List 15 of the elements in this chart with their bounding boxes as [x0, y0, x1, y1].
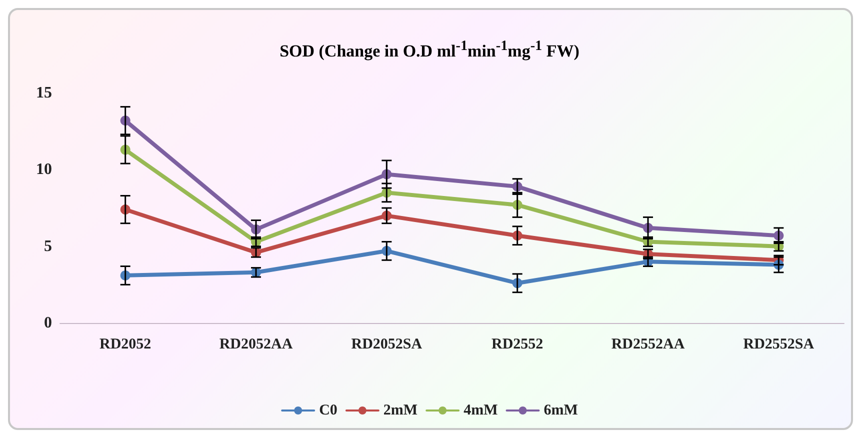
x-tick-label: RD2052: [99, 336, 152, 352]
legend-label: 6mM: [544, 402, 578, 418]
legend-label: C0: [319, 402, 338, 418]
legend-label: 4mM: [464, 402, 498, 418]
y-tick-label: 15: [36, 84, 52, 102]
x-tick-label: RD2052AA: [219, 336, 293, 352]
chart-title: SOD (Change in O.D ml$^{-1}$min$^{-1}$mg$^{-1}$ FW): [278, 38, 580, 62]
y-tick-label: 0: [44, 314, 52, 332]
x-tick-label: RD2552AA: [611, 336, 685, 352]
y-tick-label: 5: [44, 238, 52, 255]
legend-label: 2mM: [383, 402, 418, 418]
x-tick-label: RD2552SA: [743, 336, 814, 352]
x-tick-label: RD2552: [491, 336, 544, 352]
y-tick-label: 10: [36, 161, 52, 178]
x-tick-label: RD2052SA: [351, 336, 422, 352]
